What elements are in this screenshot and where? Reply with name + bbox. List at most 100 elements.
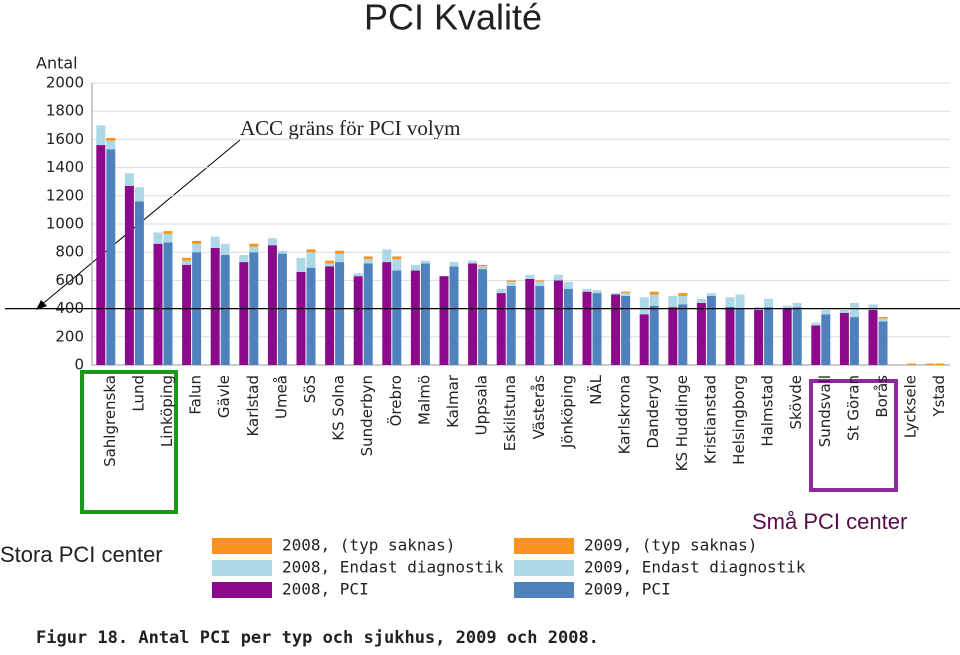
bar-segment: [792, 307, 802, 365]
x-tick-label: Falun: [187, 375, 205, 415]
bar-segment: [639, 314, 649, 365]
x-tick-label: Sahlgrenska: [101, 375, 119, 467]
bar-segment: [249, 246, 259, 253]
x-tick-label: Helsingborg: [730, 375, 748, 465]
y-tick-label: 200: [55, 327, 84, 345]
legend-label: 2009, (typ saknas): [584, 536, 757, 555]
bar-segment: [478, 269, 488, 365]
bar-segment: [839, 310, 849, 313]
bar-segment: [506, 281, 516, 287]
bar-segment: [106, 140, 116, 150]
x-tick-label: Örebro: [386, 375, 405, 426]
x-tick-label: Sunderbyn: [358, 375, 376, 456]
large-center-box: [80, 370, 178, 514]
legend-swatch: [514, 560, 574, 576]
x-tick-label: KS Huddinge: [673, 375, 691, 471]
x-tick-label: KS Solna: [330, 375, 348, 441]
bar-segment: [163, 242, 173, 365]
x-tick-label: Jönköping: [558, 375, 576, 449]
bar-segment: [106, 137, 116, 141]
bar-segment: [506, 286, 516, 365]
bar-segment: [392, 270, 402, 365]
bar-segment: [782, 308, 792, 365]
bar-segment: [382, 249, 392, 263]
bar-segment: [563, 288, 573, 365]
bar-segment: [696, 298, 706, 303]
annotation: ACC gräns för PCI volym: [240, 116, 461, 140]
bar-segment: [249, 243, 259, 247]
x-tick-label: Umeå: [272, 375, 290, 419]
x-tick-label: Danderyd: [644, 375, 662, 449]
bar-segment: [754, 310, 764, 365]
bar-segment: [706, 293, 716, 296]
x-tick-label: Sundsvall: [816, 375, 834, 447]
bar-segment: [277, 250, 287, 254]
bar-segment: [392, 259, 402, 271]
bar-segment: [821, 310, 831, 315]
legend-label: 2008, (typ saknas): [282, 536, 455, 555]
bar-segment: [210, 236, 220, 248]
bar-segment: [267, 245, 277, 365]
legend-swatch: [212, 560, 272, 576]
bar-segment: [878, 317, 888, 319]
y-tick-label: 2000: [46, 74, 84, 92]
bar-segment: [735, 294, 745, 309]
bar-segment: [535, 281, 545, 287]
bar-segment: [363, 256, 373, 260]
bar-segment: [649, 305, 659, 365]
bar-segment: [611, 294, 621, 365]
bar-segment: [353, 273, 363, 277]
x-tick-label: NÄL: [586, 374, 605, 404]
bar-segment: [325, 263, 335, 267]
legend-label: 2008, PCI: [282, 580, 369, 599]
bar-segment: [496, 293, 506, 365]
bar-segment: [410, 270, 420, 365]
y-tick-label: 1600: [46, 130, 84, 148]
legend-swatch: [212, 582, 272, 598]
bar-segment: [163, 231, 173, 234]
bar-segment: [363, 263, 373, 365]
bar-segment: [725, 307, 735, 365]
bar-segment: [821, 314, 831, 365]
bar-segment: [535, 286, 545, 365]
bar-segment: [792, 302, 802, 308]
bar-segment: [420, 260, 430, 264]
bar-segment: [325, 260, 335, 264]
x-tick-label: Karlskrona: [616, 375, 634, 454]
right-group-label: Små PCI center: [752, 509, 907, 534]
x-tick-label: Borås: [873, 375, 891, 418]
x-tick-label: Västerås: [530, 375, 548, 440]
bar-segment: [782, 305, 792, 309]
bar-segment: [210, 247, 220, 365]
bar-segment: [668, 307, 678, 365]
bar-segment: [124, 173, 134, 186]
bar-segment: [306, 267, 316, 365]
chart-title: PCI Kvalité: [364, 0, 542, 38]
bar-segment: [468, 260, 478, 264]
bar-segment: [220, 255, 230, 365]
bar-segment: [335, 253, 345, 263]
bar-segment: [392, 256, 402, 260]
bar-segment: [764, 307, 774, 365]
legend-swatch: [514, 538, 574, 554]
y-tick-label: 0: [74, 356, 84, 374]
bar-segment: [96, 145, 106, 365]
bar-segment: [735, 308, 745, 365]
bar-segment: [506, 280, 516, 282]
bar-segment: [239, 255, 249, 263]
bar-segment: [535, 280, 545, 282]
bar-segment: [582, 288, 592, 292]
bar-segment: [153, 232, 163, 244]
x-tick-label: Karlstad: [244, 375, 262, 437]
bar-segment: [811, 325, 821, 365]
bar-segment: [621, 295, 631, 365]
bar-segment: [621, 293, 631, 296]
bar-segment: [696, 302, 706, 365]
bar-segment: [134, 201, 144, 365]
bar-segment: [353, 276, 363, 365]
bar-segment: [649, 291, 659, 295]
legend-swatch: [212, 538, 272, 554]
bar-segment: [134, 187, 144, 202]
bar-segment: [449, 262, 459, 267]
